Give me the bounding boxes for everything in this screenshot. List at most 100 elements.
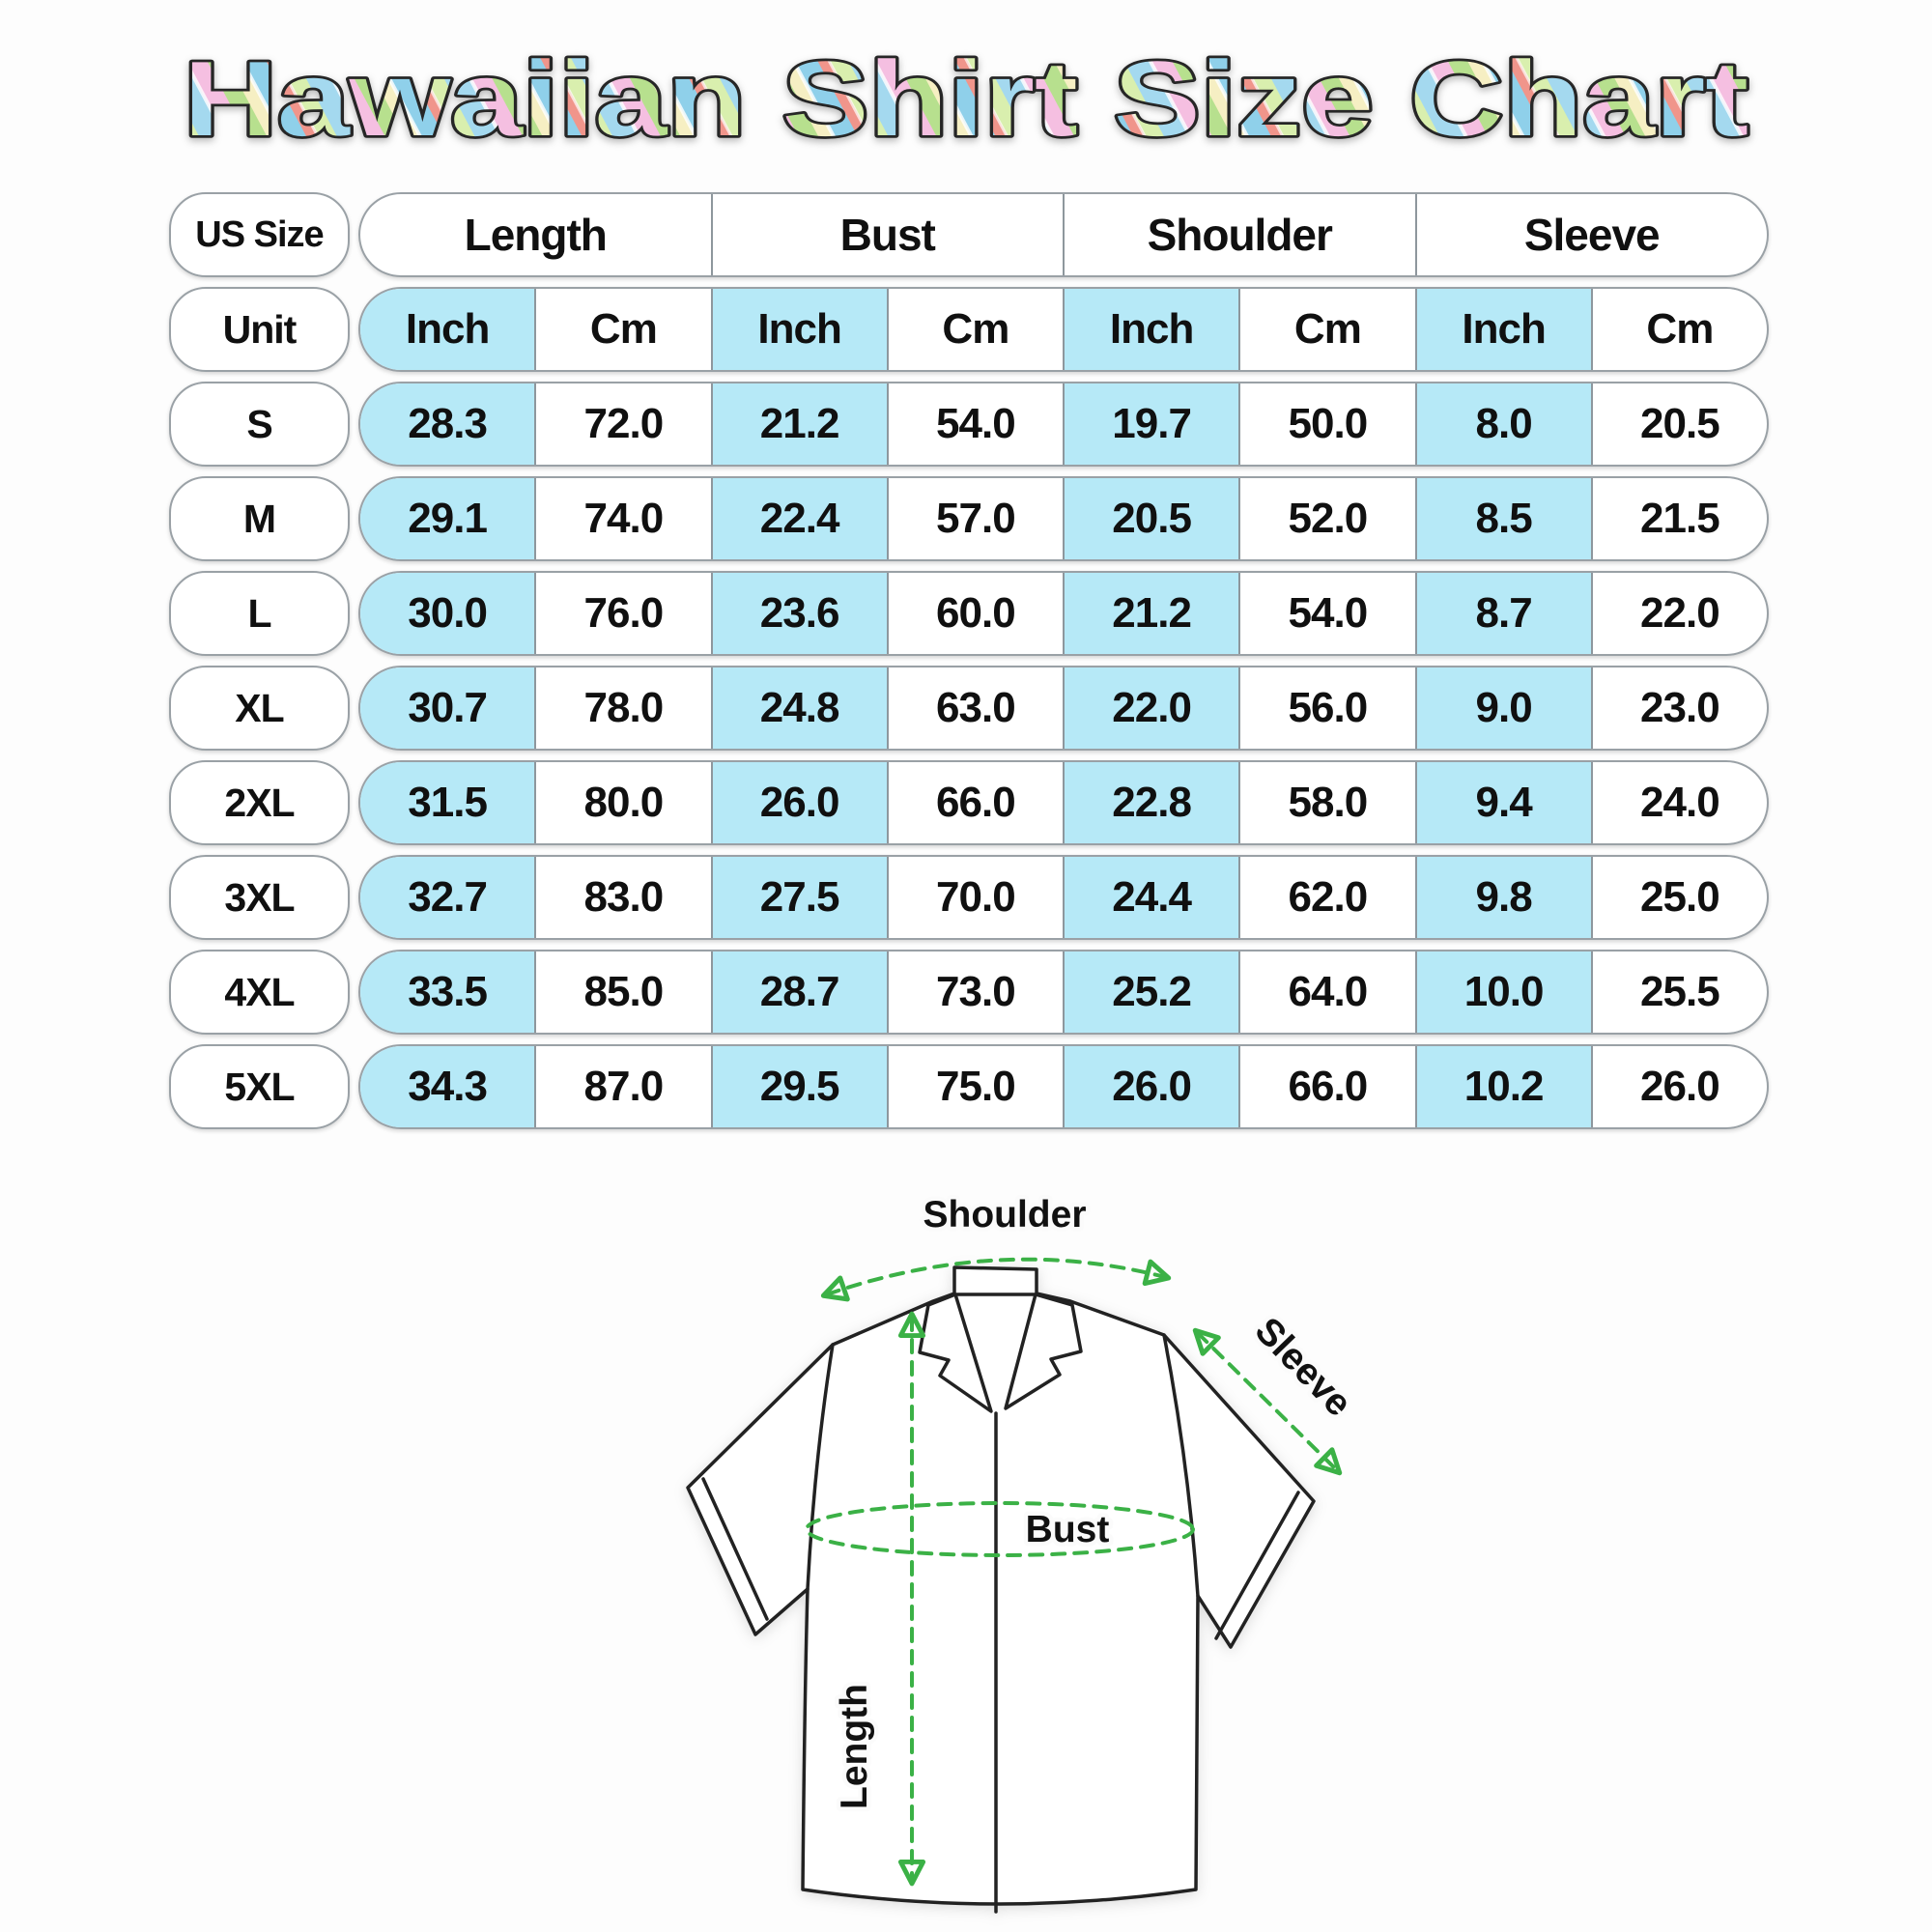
table-row: 5XL 34.3 87.0 29.5 75.0 26.0 66.0 10.2 2… — [169, 1044, 1769, 1129]
value-cell-inch: 22.4 — [710, 478, 887, 559]
unit-header-inch: Inch — [360, 289, 535, 370]
value-cell-inch: 19.7 — [1063, 384, 1239, 465]
unit-header-cm: Cm — [1238, 289, 1414, 370]
unit-header-inch: Inch — [1063, 289, 1239, 370]
sleeve-measure-arrow — [1192, 1327, 1343, 1476]
length-label: Length — [834, 1684, 875, 1809]
unit-header-inch: Inch — [1414, 289, 1591, 370]
page-title: Hawaiian Shirt Size Chart — [184, 40, 1748, 158]
value-cell-inch: 21.2 — [710, 384, 887, 465]
value-cell-inch: 28.3 — [360, 384, 535, 465]
table-header-row: US Size Length Bust Shoulder Sleeve — [169, 192, 1769, 277]
value-cell-cm: 58.0 — [1238, 762, 1414, 843]
value-cell-inch: 30.7 — [360, 668, 535, 749]
size-label: M — [169, 476, 350, 561]
value-cell-cm: 85.0 — [534, 952, 710, 1033]
value-cell-inch: 10.0 — [1414, 952, 1591, 1033]
value-cell-inch: 24.4 — [1063, 857, 1239, 938]
collar-left — [918, 1293, 993, 1413]
row-values: 29.1 74.0 22.4 57.0 20.5 52.0 8.5 21.5 — [358, 476, 1769, 561]
bust-label: Bust — [1026, 1509, 1110, 1550]
value-cell-cm: 20.5 — [1590, 384, 1767, 465]
value-cell-cm: 63.0 — [886, 668, 1063, 749]
value-cell-inch: 8.7 — [1414, 573, 1591, 654]
value-cell-cm: 25.0 — [1590, 857, 1767, 938]
value-cell-inch: 32.7 — [360, 857, 535, 938]
value-cell-inch: 8.0 — [1414, 384, 1591, 465]
table-unit-row: Unit Inch Cm Inch Cm Inch Cm Inch Cm — [169, 287, 1769, 372]
value-cell-inch: 24.8 — [710, 668, 887, 749]
shoulder-label: Shoulder — [923, 1194, 1086, 1236]
value-cell-inch: 9.4 — [1414, 762, 1591, 843]
value-cell-inch: 26.0 — [710, 762, 887, 843]
unit-cells: Inch Cm Inch Cm Inch Cm Inch Cm — [358, 287, 1769, 372]
bust-measure-ellipse — [805, 1501, 1195, 1557]
value-cell-cm: 62.0 — [1238, 857, 1414, 938]
unit-row-label: Unit — [169, 287, 350, 372]
size-label: 4XL — [169, 950, 350, 1035]
cuff-line-left — [701, 1477, 769, 1621]
size-label: L — [169, 571, 350, 656]
value-cell-cm: 21.5 — [1590, 478, 1767, 559]
value-cell-inch: 9.8 — [1414, 857, 1591, 938]
corner-header-us-size: US Size — [169, 192, 350, 277]
row-values: 30.0 76.0 23.6 60.0 21.2 54.0 8.7 22.0 — [358, 571, 1769, 656]
size-label: S — [169, 382, 350, 467]
value-cell-cm: 25.5 — [1590, 952, 1767, 1033]
value-cell-cm: 52.0 — [1238, 478, 1414, 559]
value-cell-inch: 10.2 — [1414, 1046, 1591, 1127]
value-cell-inch: 29.1 — [360, 478, 535, 559]
table-row: S 28.3 72.0 21.2 54.0 19.7 50.0 8.0 20.5 — [169, 382, 1769, 467]
value-cell-cm: 24.0 — [1590, 762, 1767, 843]
row-values: 34.3 87.0 29.5 75.0 26.0 66.0 10.2 26.0 — [358, 1044, 1769, 1129]
shoulder-measure-arrow — [820, 1257, 1172, 1302]
collar-right — [1004, 1293, 1083, 1410]
cuff-line-right — [1214, 1491, 1300, 1640]
value-cell-cm: 23.0 — [1590, 668, 1767, 749]
armhole-seam-right — [1162, 1333, 1200, 1598]
value-cell-inch: 21.2 — [1063, 573, 1239, 654]
unit-header-cm: Cm — [534, 289, 710, 370]
value-cell-cm: 76.0 — [534, 573, 710, 654]
value-cell-cm: 26.0 — [1590, 1046, 1767, 1127]
row-values: 28.3 72.0 21.2 54.0 19.7 50.0 8.0 20.5 — [358, 382, 1769, 467]
value-cell-inch: 34.3 — [360, 1046, 535, 1127]
value-cell-cm: 60.0 — [886, 573, 1063, 654]
value-cell-cm: 50.0 — [1238, 384, 1414, 465]
row-values: 33.5 85.0 28.7 73.0 25.2 64.0 10.0 25.5 — [358, 950, 1769, 1035]
value-cell-inch: 23.6 — [710, 573, 887, 654]
sleeve-label: Sleeve — [1247, 1310, 1360, 1425]
value-cell-cm: 80.0 — [534, 762, 710, 843]
value-cell-cm: 66.0 — [886, 762, 1063, 843]
size-label: 3XL — [169, 855, 350, 940]
value-cell-cm: 78.0 — [534, 668, 710, 749]
value-cell-cm: 73.0 — [886, 952, 1063, 1033]
value-cell-cm: 87.0 — [534, 1046, 710, 1127]
table-row: 2XL 31.5 80.0 26.0 66.0 22.8 58.0 9.4 24… — [169, 760, 1769, 845]
value-cell-inch: 28.7 — [710, 952, 887, 1033]
value-cell-cm: 75.0 — [886, 1046, 1063, 1127]
value-cell-inch: 29.5 — [710, 1046, 887, 1127]
value-cell-inch: 20.5 — [1063, 478, 1239, 559]
shirt-body — [686, 1292, 1316, 1906]
value-cell-inch: 27.5 — [710, 857, 887, 938]
column-header-bust: Bust — [710, 194, 1064, 275]
value-cell-inch: 26.0 — [1063, 1046, 1239, 1127]
column-header-sleeve: Sleeve — [1414, 194, 1768, 275]
value-cell-cm: 72.0 — [534, 384, 710, 465]
value-cell-cm: 54.0 — [1238, 573, 1414, 654]
value-cell-inch: 30.0 — [360, 573, 535, 654]
value-cell-cm: 22.0 — [1590, 573, 1767, 654]
size-label: XL — [169, 666, 350, 751]
value-cell-cm: 56.0 — [1238, 668, 1414, 749]
value-cell-inch: 22.0 — [1063, 668, 1239, 749]
page-title-art: Hawaiian Shirt Size Chart — [181, 37, 1751, 161]
size-label: 2XL — [169, 760, 350, 845]
value-cell-cm: 57.0 — [886, 478, 1063, 559]
value-cell-inch: 8.5 — [1414, 478, 1591, 559]
value-cell-cm: 66.0 — [1238, 1046, 1414, 1127]
unit-header-cm: Cm — [886, 289, 1063, 370]
table-row: L 30.0 76.0 23.6 60.0 21.2 54.0 8.7 22.0 — [169, 571, 1769, 656]
table-row: M 29.1 74.0 22.4 57.0 20.5 52.0 8.5 21.5 — [169, 476, 1769, 561]
